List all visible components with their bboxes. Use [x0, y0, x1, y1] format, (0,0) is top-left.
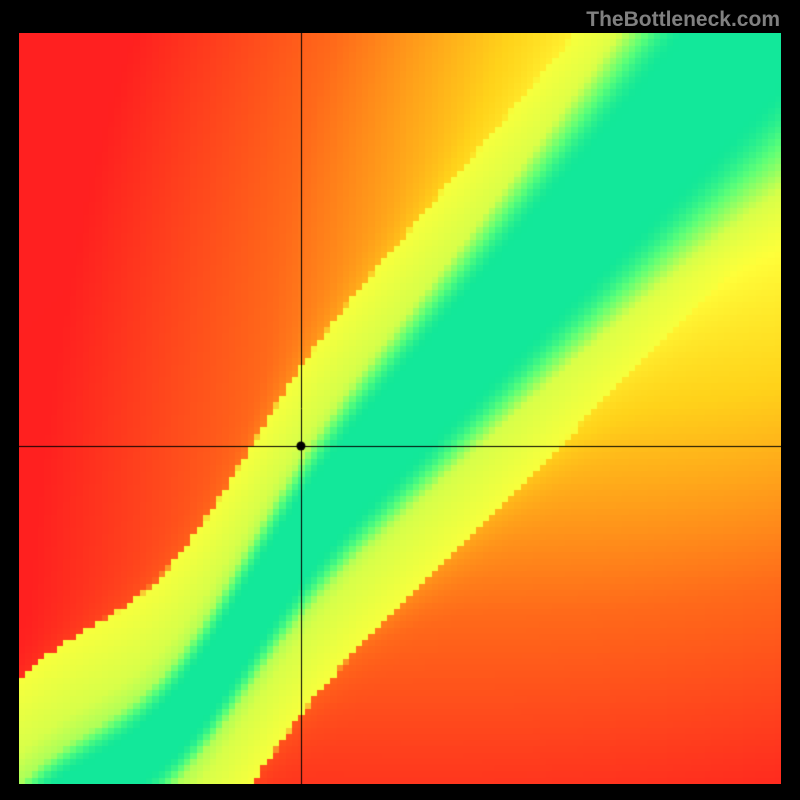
chart-root: TheBottleneck.com — [0, 0, 800, 800]
plot-area — [19, 33, 781, 784]
watermark-text: TheBottleneck.com — [586, 8, 780, 32]
heatmap-canvas — [19, 33, 781, 784]
